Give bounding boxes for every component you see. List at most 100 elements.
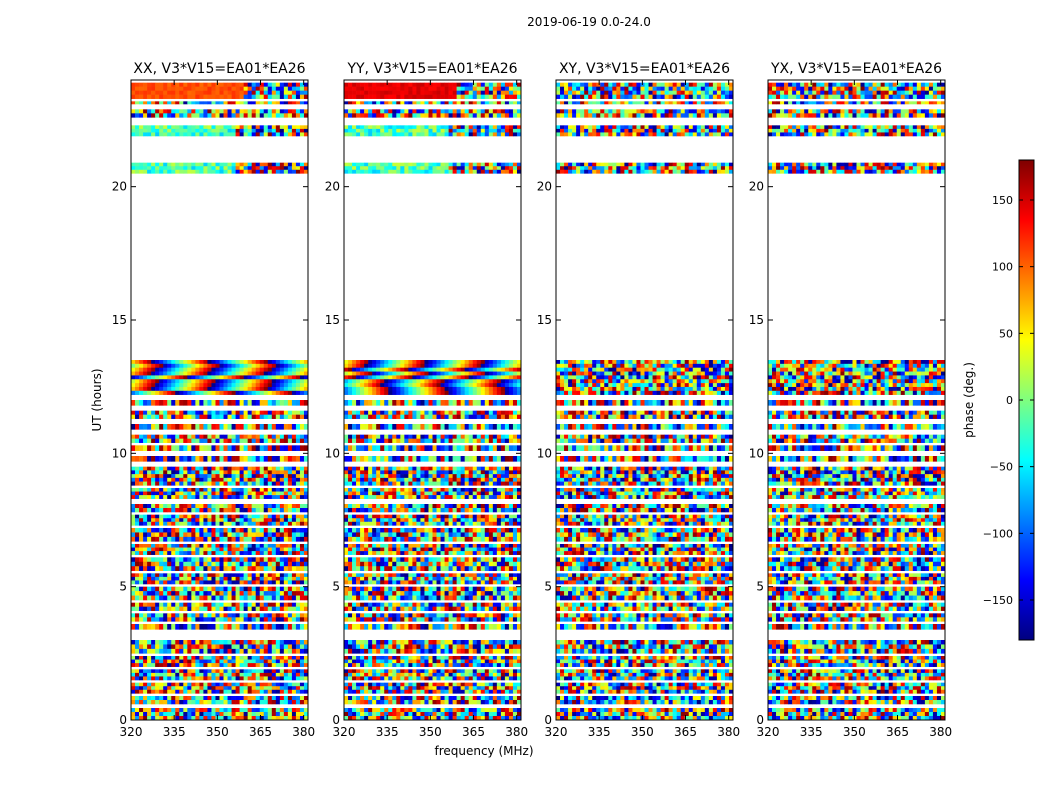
phase-cell xyxy=(368,689,373,694)
phase-cell xyxy=(496,566,502,571)
phase-cell xyxy=(231,551,236,555)
phase-cell xyxy=(195,682,200,687)
phase-cell xyxy=(368,624,373,630)
phase-cell xyxy=(167,424,172,430)
phase-cell xyxy=(223,488,228,492)
phase-cell xyxy=(227,648,232,654)
phase-cell xyxy=(207,606,212,611)
phase-cell xyxy=(191,606,196,611)
phase-cell xyxy=(179,375,184,380)
phase-cell xyxy=(135,669,140,674)
phase-cell xyxy=(512,708,518,713)
phase-cell xyxy=(267,379,273,384)
phase-cell xyxy=(279,488,285,492)
phase-cell xyxy=(183,474,188,479)
phase-cell xyxy=(199,504,204,509)
phase-cell xyxy=(440,576,445,581)
phase-cell xyxy=(151,624,156,630)
phase-cell xyxy=(275,383,281,388)
phase-cell xyxy=(187,606,192,611)
phase-cell xyxy=(452,617,457,622)
phase-cell xyxy=(139,514,144,519)
phase-cell xyxy=(191,686,196,691)
phase-cell xyxy=(187,474,192,479)
phase-cell xyxy=(187,551,192,555)
phase-cell xyxy=(191,390,196,395)
phase-cell xyxy=(476,648,482,654)
phase-cell xyxy=(167,375,172,380)
phase-cell xyxy=(219,640,224,645)
phase-cell xyxy=(488,676,494,681)
phase-cell xyxy=(283,591,289,596)
phase-cell xyxy=(255,456,261,462)
phase-cell xyxy=(247,410,252,415)
phase-cell xyxy=(408,617,413,622)
phase-cell xyxy=(227,367,232,372)
phase-cell xyxy=(235,573,240,578)
phase-cell xyxy=(159,518,164,523)
phase-cell xyxy=(396,716,401,721)
phase-cell xyxy=(143,414,148,419)
phase-cell xyxy=(179,624,184,630)
phase-cell xyxy=(239,613,244,618)
phase-cell xyxy=(468,663,474,667)
phase-cell xyxy=(163,434,168,439)
phase-cell xyxy=(219,491,224,496)
phase-cell xyxy=(360,580,365,585)
phase-cell xyxy=(303,573,309,578)
phase-cell xyxy=(223,624,228,630)
phase-cell xyxy=(291,686,297,691)
phase-cell xyxy=(223,109,228,114)
phase-cell xyxy=(263,424,269,430)
phase-cell xyxy=(163,456,168,462)
phase-cell xyxy=(368,606,373,611)
phase-cell xyxy=(187,669,192,674)
phase-cell xyxy=(295,617,301,622)
phase-cell xyxy=(283,606,289,611)
phase-cell xyxy=(231,576,236,581)
phase-cell xyxy=(155,379,160,384)
phase-cell xyxy=(159,109,164,114)
phase-cell xyxy=(191,659,196,664)
phase-cell xyxy=(444,544,449,548)
phase-cell xyxy=(476,613,482,618)
phase-cell xyxy=(183,591,188,596)
phase-cell xyxy=(412,656,417,660)
phase-cell xyxy=(279,94,285,99)
phase-cell xyxy=(275,648,281,654)
phase-cell xyxy=(203,617,208,622)
phase-cell xyxy=(344,700,349,705)
phase-cell xyxy=(464,659,469,664)
phase-cell xyxy=(456,573,461,578)
phase-cell xyxy=(408,700,413,705)
phase-cell xyxy=(171,390,176,395)
phase-cell xyxy=(251,536,256,542)
phase-cell xyxy=(484,712,490,717)
phase-cell xyxy=(476,689,482,694)
phase-band xyxy=(131,400,309,406)
phase-cell xyxy=(239,700,244,705)
phase-cell xyxy=(275,644,281,650)
phase-cell xyxy=(344,613,349,618)
phase-cell xyxy=(512,595,518,601)
phase-cell xyxy=(251,689,256,694)
phase-cell xyxy=(356,669,361,674)
phase-cell xyxy=(251,514,256,519)
phase-cell xyxy=(151,386,156,392)
phase-cell xyxy=(500,648,506,654)
phase-cell xyxy=(131,434,136,439)
phase-cell xyxy=(175,700,180,705)
phase-cell xyxy=(243,514,248,519)
phase-cell xyxy=(271,659,277,664)
phase-cell xyxy=(255,491,261,496)
phase-cell xyxy=(135,602,140,607)
phase-cell xyxy=(295,488,301,492)
phase-cell xyxy=(179,90,184,95)
phase-cell xyxy=(159,166,164,171)
phase-cell xyxy=(295,470,301,475)
phase-cell xyxy=(344,669,349,674)
phase-cell xyxy=(279,648,285,654)
phase-cell xyxy=(500,602,506,607)
phase-cell xyxy=(440,595,445,601)
phase-cell xyxy=(396,613,401,618)
